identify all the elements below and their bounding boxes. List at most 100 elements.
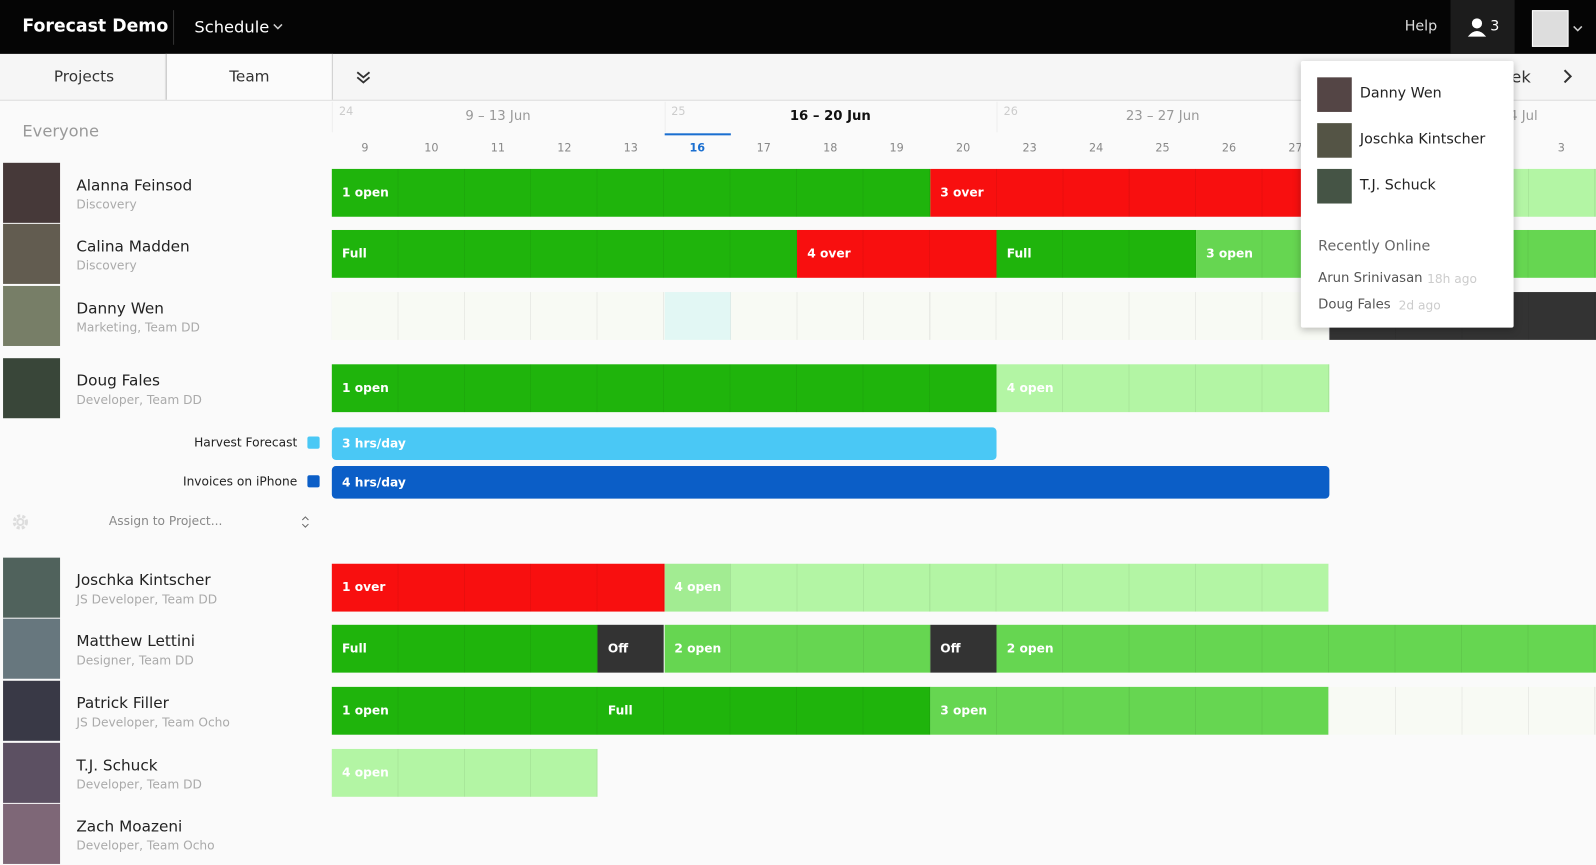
avatar <box>3 358 61 419</box>
avatar <box>3 223 61 284</box>
person-role: Discovery <box>76 258 137 273</box>
week-divider <box>996 101 998 133</box>
avatar <box>3 803 61 864</box>
project-bar[interactable]: 4 hrs/day <box>331 466 1329 499</box>
person-role: Developer, Team Ocho <box>76 838 215 853</box>
allocation-bar[interactable] <box>730 563 1329 612</box>
user-avatar[interactable] <box>1531 10 1569 47</box>
bar-label: Full <box>607 703 633 718</box>
allocation-bar[interactable]: 1 over <box>331 563 665 612</box>
day-label: 12 <box>557 141 572 155</box>
allocation-bar[interactable]: 4 open <box>664 563 731 612</box>
allocation-bar[interactable]: 1 open <box>331 686 598 735</box>
person-role: Designer, Team DD <box>76 653 194 668</box>
allocation-bar[interactable] <box>331 292 665 340</box>
person-name: T.J. Schuck <box>76 756 158 775</box>
avatar <box>3 557 61 618</box>
online-user: Joschka Kintscher <box>1359 131 1486 148</box>
projects-tab[interactable]: Projects <box>3 53 166 100</box>
online-user: Danny Wen <box>1359 85 1442 102</box>
day-label: 18 <box>823 141 838 155</box>
person-name: Matthew Lettini <box>76 631 196 651</box>
today-indicator <box>664 133 731 136</box>
allocation-bar[interactable]: 4 open <box>996 364 1329 413</box>
week-label: 16 – 20 Jun <box>789 108 871 125</box>
brand[interactable]: Forecast Demo <box>22 16 169 37</box>
project-bar[interactable]: 3 hrs/day <box>331 427 997 460</box>
person-name: Danny Wen <box>76 299 164 318</box>
bar-label: 4 hrs/day <box>342 475 406 490</box>
day-label: 27 <box>1288 141 1303 155</box>
allocation-bar[interactable]: 1 open <box>331 168 931 217</box>
day-label: 16 <box>689 141 706 155</box>
bar-label: Full <box>342 246 367 261</box>
next-arrow[interactable] <box>1561 68 1573 84</box>
recent-time: 2d ago <box>1398 298 1441 313</box>
user-icon <box>1467 18 1487 37</box>
allocation-bar[interactable]: 2 open <box>996 624 1596 673</box>
allocation-bar[interactable]: 3 over <box>930 168 1329 217</box>
bar-label: Off <box>940 641 961 656</box>
help-link[interactable]: Help <box>1404 18 1438 35</box>
allocation-bar[interactable]: Off <box>597 624 665 673</box>
team-tab[interactable]: Team <box>165 53 333 100</box>
day-label: 20 <box>955 141 971 155</box>
person-role: Discovery <box>76 197 137 212</box>
project-swatch <box>307 436 320 449</box>
allocation-bar[interactable]: 4 over <box>797 229 997 278</box>
select-arrows <box>301 516 309 528</box>
expand-icon[interactable] <box>355 70 371 84</box>
project-name: Invoices on iPhone <box>182 474 298 489</box>
person-name: Zach Moazeni <box>76 817 183 836</box>
assign-select[interactable]: Assign to Project... <box>108 513 223 529</box>
day-label: 9 <box>361 141 369 155</box>
day-label: 17 <box>756 141 771 155</box>
week-number: 26 <box>1003 104 1018 119</box>
recent-user: Arun Srinivasan <box>1318 270 1423 286</box>
person-name: Patrick Filler <box>76 694 169 713</box>
allocation-bar[interactable]: Off <box>930 624 997 673</box>
allocation-bar[interactable]: 2 open <box>664 624 931 673</box>
bar-label: 3 over <box>940 185 984 200</box>
bar-label: 4 open <box>1006 380 1054 395</box>
online-popup: Danny Wen Joschka Kintscher T.J. Schuck Rec… <box>1300 61 1514 328</box>
filter[interactable]: Everyone <box>22 121 99 141</box>
avatar <box>3 680 61 741</box>
bar-label: 4 open <box>342 765 389 780</box>
avatar <box>3 618 61 679</box>
allocation-bar[interactable]: 1 open <box>331 364 997 413</box>
bar-label: 1 over <box>342 580 386 595</box>
allocation-bar[interactable]: 3 open <box>930 686 1329 735</box>
settings-icon[interactable] <box>10 512 30 532</box>
avatar <box>3 162 61 223</box>
allocation-bar[interactable]: 4 open <box>331 748 598 797</box>
bar-label: Full <box>342 641 367 656</box>
person-name: Alanna Feinsod <box>76 176 193 195</box>
schedule-menu[interactable]: Schedule <box>194 17 270 37</box>
bar-label: 3 open <box>940 703 988 718</box>
week-number: 24 <box>338 104 354 119</box>
allocation-bar[interactable] <box>1328 686 1596 735</box>
bar-label: 1 open <box>342 703 389 718</box>
person-role: JS Developer, Team Ocho <box>76 715 230 730</box>
person-name: Calina Madden <box>76 237 190 256</box>
avatar <box>3 742 61 803</box>
week-divider <box>664 101 666 133</box>
person-name: Joschka Kintscher <box>76 570 211 590</box>
allocation-bar[interactable]: Full <box>331 229 798 278</box>
online-avatar <box>1317 77 1352 112</box>
allocation-bar[interactable] <box>664 292 731 340</box>
allocation-bar[interactable]: Full <box>597 686 931 735</box>
project-swatch <box>307 475 320 488</box>
allocation-bar[interactable] <box>730 292 1329 340</box>
day-label: 10 <box>424 141 439 155</box>
person-role: Marketing, Team DD <box>76 320 200 335</box>
bar-label: Full <box>1006 246 1032 261</box>
allocation-bar[interactable]: Full <box>331 624 598 673</box>
week-label: 9 – 13 Jun <box>465 108 531 125</box>
week-label: 23 – 27 Jun <box>1125 108 1200 125</box>
online-users-button[interactable]: 3 <box>1450 0 1515 54</box>
bar-label: 2 open <box>1006 641 1054 656</box>
allocation-bar[interactable]: Full <box>996 229 1196 278</box>
